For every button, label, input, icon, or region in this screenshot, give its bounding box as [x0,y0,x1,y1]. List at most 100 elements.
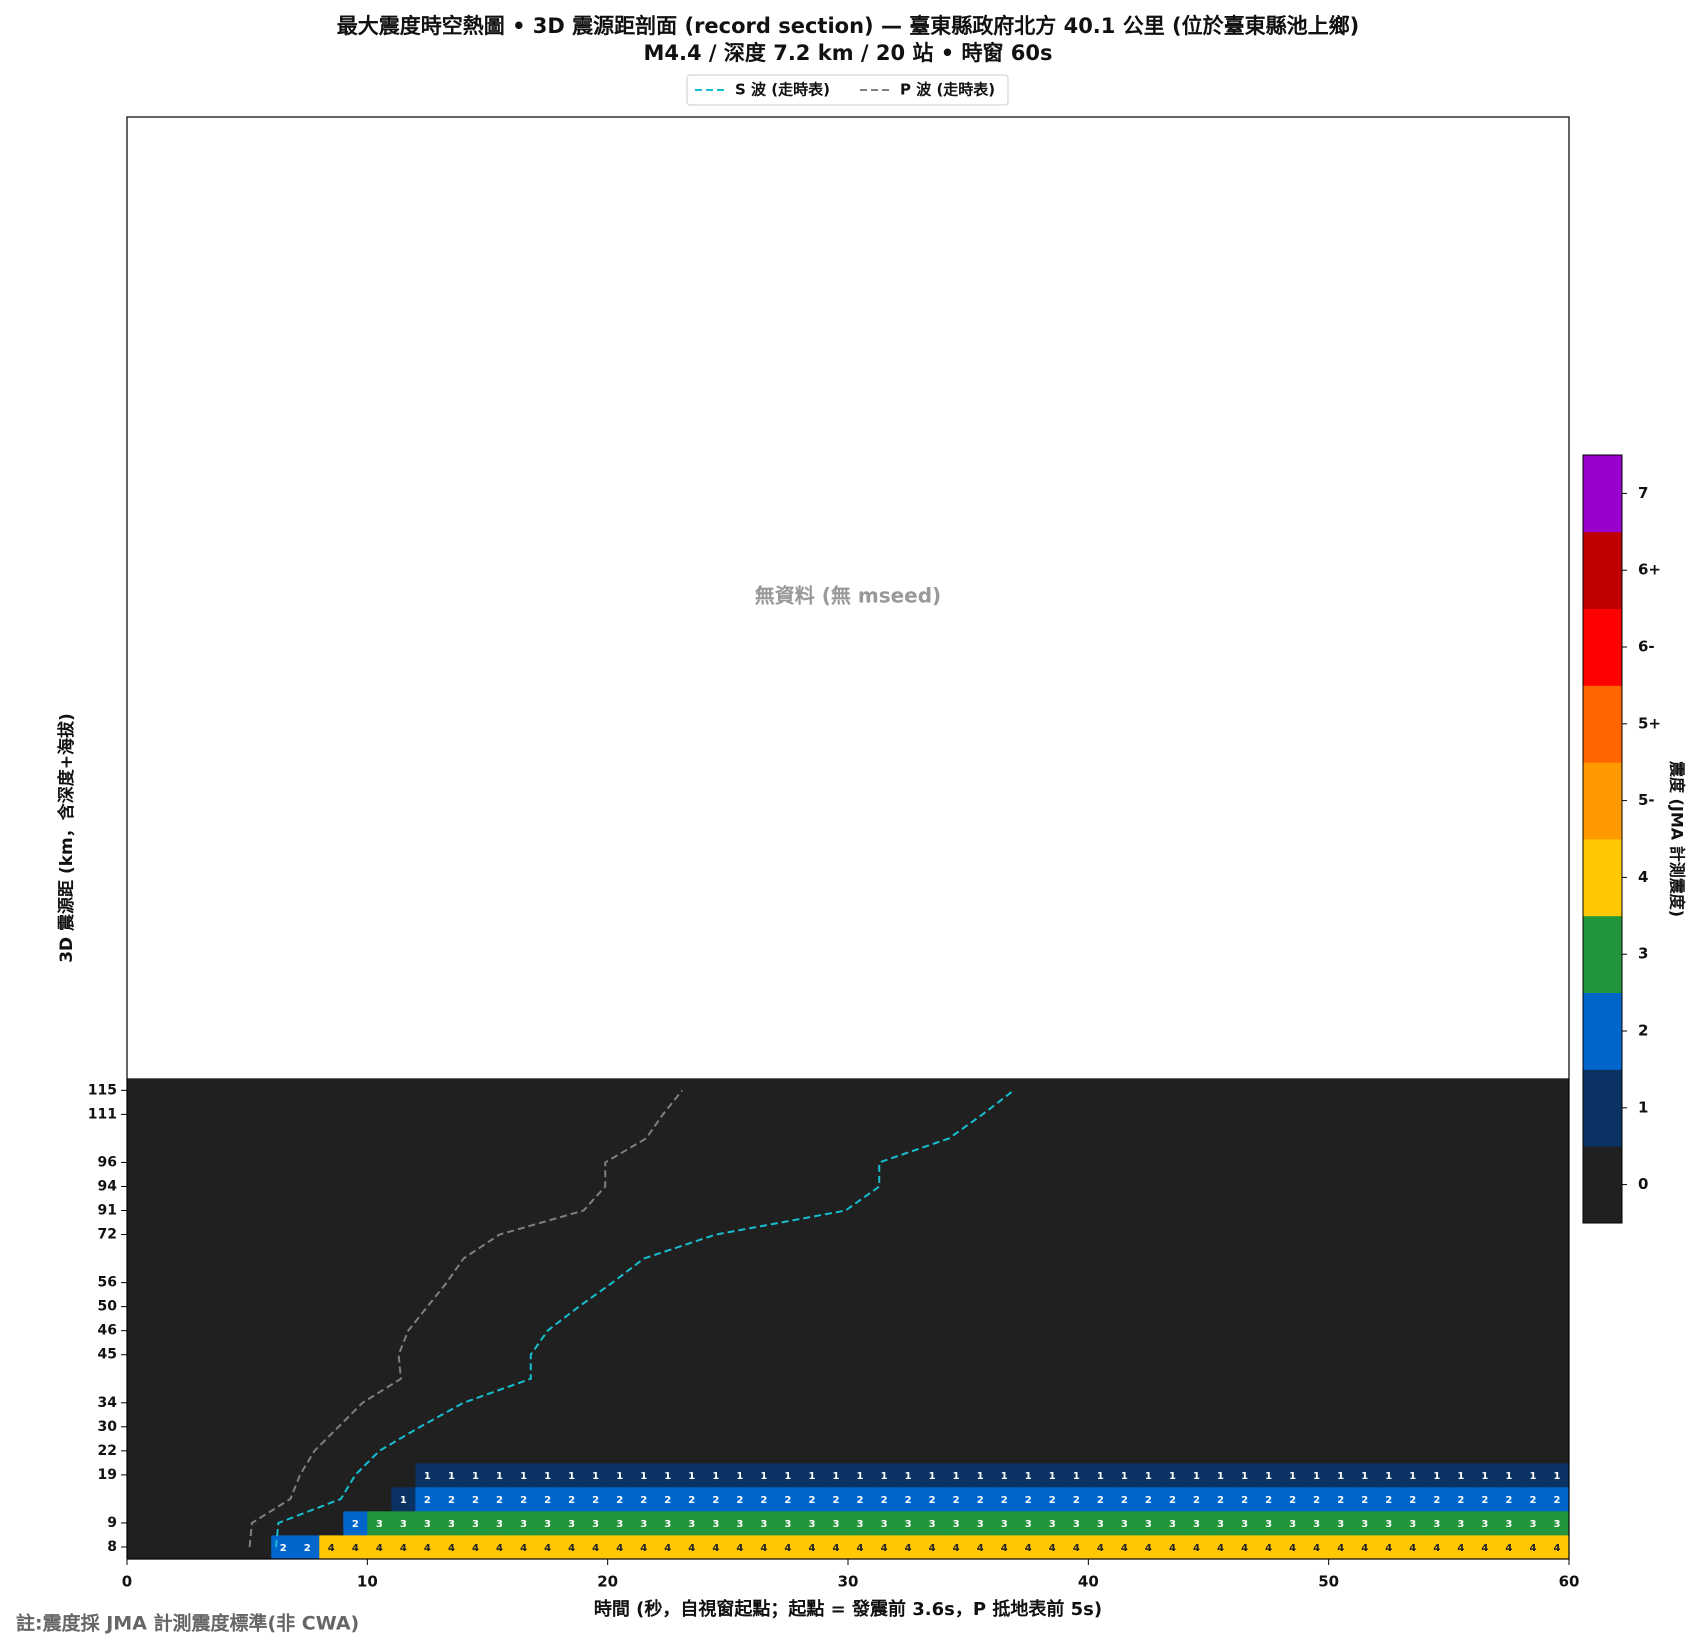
heat-cell [1016,1126,1041,1151]
heat-cell [439,1318,464,1344]
heat-cell [439,1102,464,1127]
heat-cell [823,1126,849,1151]
cell-label: 4 [832,1543,839,1554]
cell-label: 4 [1121,1543,1128,1554]
heat-cell [487,1342,512,1368]
heat-cell [1376,1462,1402,1488]
heat-cell [1544,1342,1570,1368]
heat-cell [1184,1486,1209,1512]
heat-cell [295,1126,320,1151]
heat-cell [1016,1486,1041,1512]
heat-cell [631,1486,657,1512]
heat-cell [896,1294,921,1320]
cell-label: 2 [1409,1495,1416,1506]
heat-cell [511,1414,536,1440]
heat-cell [1184,1438,1209,1464]
heat-cell [751,1270,777,1296]
heat-cell [679,1390,705,1416]
heat-cell [751,1150,777,1175]
heat-cell [295,1390,320,1416]
heat-cell [727,1126,753,1151]
heat-cell [1016,1510,1041,1536]
heat-cell [1496,1126,1522,1151]
cell-label: 2 [881,1495,888,1506]
heat-cell [1424,1318,1450,1344]
heat-cell [607,1246,633,1271]
cell-label: 4 [424,1543,431,1554]
heat-cell [1400,1510,1426,1536]
heat-cell [1040,1318,1065,1344]
heat-cell [1448,1294,1474,1320]
cell-label: 3 [1313,1519,1320,1530]
heat-cell [679,1102,705,1127]
heat-cell [463,1534,488,1560]
heat-cell [823,1294,849,1320]
heat-cell [511,1486,536,1512]
heat-cell [1544,1222,1570,1247]
heat-cell [1352,1414,1378,1440]
heat-cell [1400,1318,1426,1344]
heat-cell [775,1534,801,1560]
heat-cell [439,1438,464,1464]
cell-label: 1 [760,1471,767,1482]
heat-cell [1232,1342,1257,1368]
heat-cell [511,1342,536,1368]
colorbar-segment [1583,455,1622,533]
heat-cell [175,1270,200,1296]
cell-label: 4 [1313,1543,1320,1554]
heat-cell [1136,1198,1161,1223]
heat-cell [607,1294,633,1320]
heat-cell [439,1246,464,1271]
heat-cell [295,1222,320,1247]
heat-cell [223,1486,248,1512]
heat-cell [1328,1366,1354,1392]
heat-cell [1352,1246,1378,1271]
cell-label: 4 [1553,1543,1560,1554]
heat-cell [391,1390,416,1416]
heat-cell [751,1390,777,1416]
cell-label: 3 [1265,1519,1272,1530]
heat-cell [1472,1486,1498,1512]
heat-cell [823,1342,849,1368]
cell-label: 1 [1145,1471,1152,1482]
heat-cell [1376,1342,1402,1368]
heat-cell [127,1294,152,1320]
heat-cell [535,1174,560,1199]
heat-cell [1160,1390,1185,1416]
heat-cell [559,1342,585,1368]
heat-cell [535,1390,560,1416]
heat-cell [223,1078,248,1103]
heat-cell [199,1414,224,1440]
heat-cell [415,1150,440,1175]
heat-cell [1088,1198,1113,1223]
heat-cell [247,1462,272,1488]
heat-cell [295,1366,320,1392]
heat-cell [896,1390,921,1416]
heat-cell [295,1534,320,1560]
heat-cell [1112,1270,1137,1296]
heat-cell [1016,1270,1041,1296]
cell-label: 4 [1193,1543,1200,1554]
heat-cell [799,1102,825,1127]
heat-cell [535,1246,560,1271]
heat-cell [223,1126,248,1151]
cell-label: 1 [1553,1471,1560,1482]
cell-label: 1 [1529,1471,1536,1482]
heat-cell [1496,1318,1522,1344]
heat-cell [1520,1390,1546,1416]
heat-cell [415,1534,440,1560]
heat-cell [367,1294,392,1320]
heat-cell [1136,1342,1161,1368]
heat-cell [1424,1150,1450,1175]
heat-cell [175,1462,200,1488]
cell-label: 3 [1073,1519,1080,1530]
cell-label: 4 [1505,1543,1512,1554]
heat-cell [727,1294,753,1320]
heat-cell [151,1270,176,1296]
heat-cell [1016,1390,1041,1416]
heat-cell [823,1414,849,1440]
heat-cell [920,1510,945,1536]
heat-cell [872,1534,897,1560]
heat-cell [1448,1246,1474,1271]
